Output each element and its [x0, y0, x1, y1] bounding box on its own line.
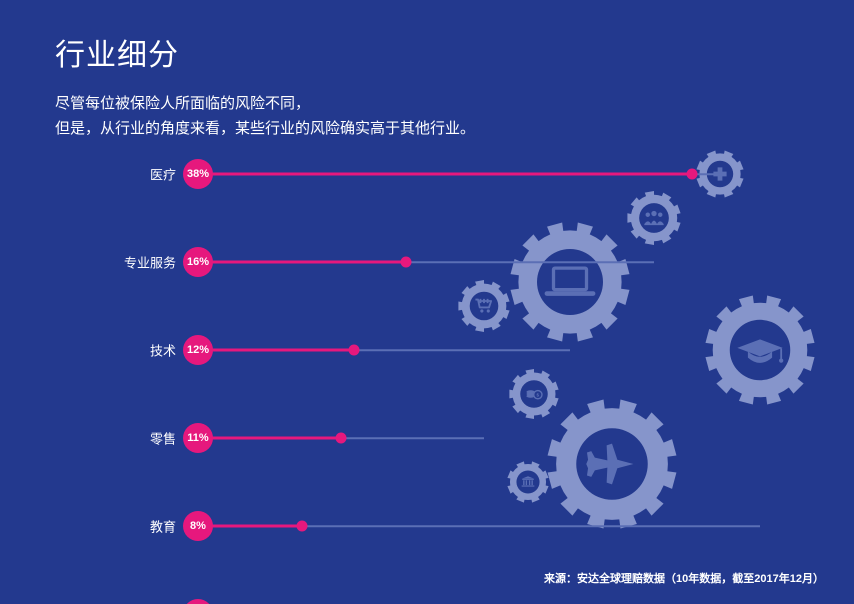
row-label: 教育 [150, 517, 176, 536]
row-percentage-badge: 11% [183, 423, 213, 453]
page-title: 行业细分 [55, 30, 179, 74]
row-bar-endpoint [336, 433, 347, 444]
svg-text:$: $ [537, 392, 540, 398]
industry-bar-chart: 医疗 38% 专业服务 16% 技术 12% [0, 152, 854, 504]
chart-row: 金融机构 7% [0, 592, 854, 604]
row-bar [198, 261, 406, 264]
source-attribution: 来源：安达全球理赔数据（10年数据，截至2017年12月） [544, 570, 824, 586]
row-label: 零售 [150, 429, 176, 448]
row-bar [198, 437, 341, 440]
row-bar [198, 173, 692, 176]
subtitle-line-2: 但是，从行业的角度来看，某些行业的风险确实高于其他行业。 [55, 120, 475, 137]
row-connector [406, 261, 654, 263]
row-label: 医疗 [150, 165, 176, 184]
cart-gear-icon [458, 280, 510, 332]
row-percentage-badge: 8% [183, 511, 213, 541]
row-label: 技术 [150, 341, 176, 360]
row-bar [198, 525, 302, 528]
row-bar-endpoint [297, 521, 308, 532]
row-label: 专业服务 [124, 253, 176, 272]
chart-row: 专业服务 16% [0, 240, 854, 284]
plane-gear-icon [547, 399, 677, 529]
chart-row: 零售 11% [0, 416, 854, 460]
gradcap-gear-icon [705, 295, 815, 405]
building-gear-icon [507, 461, 549, 503]
chart-row: 教育 8% [0, 504, 854, 548]
row-bar [198, 349, 354, 352]
row-percentage-badge: 12% [183, 335, 213, 365]
row-bar-endpoint [349, 345, 360, 356]
infographic-page: 行业细分 尽管每位被保险人所面临的风险不同， 但是，从行业的角度来看，某些行业的… [0, 0, 854, 604]
page-subtitle: 尽管每位被保险人所面临的风险不同， 但是，从行业的角度来看，某些行业的风险确实高… [55, 92, 475, 142]
row-percentage-badge: 38% [183, 159, 213, 189]
row-bar-endpoint [401, 257, 412, 268]
subtitle-line-1: 尽管每位被保险人所面临的风险不同， [55, 95, 310, 112]
people-gear-icon [627, 191, 681, 245]
row-percentage-badge: 7% [183, 599, 213, 604]
row-connector [302, 525, 760, 527]
row-connector [341, 437, 484, 439]
laptop-gear-icon [510, 222, 630, 342]
row-bar-endpoint [687, 169, 698, 180]
row-connector [354, 349, 570, 351]
row-percentage-badge: 16% [183, 247, 213, 277]
